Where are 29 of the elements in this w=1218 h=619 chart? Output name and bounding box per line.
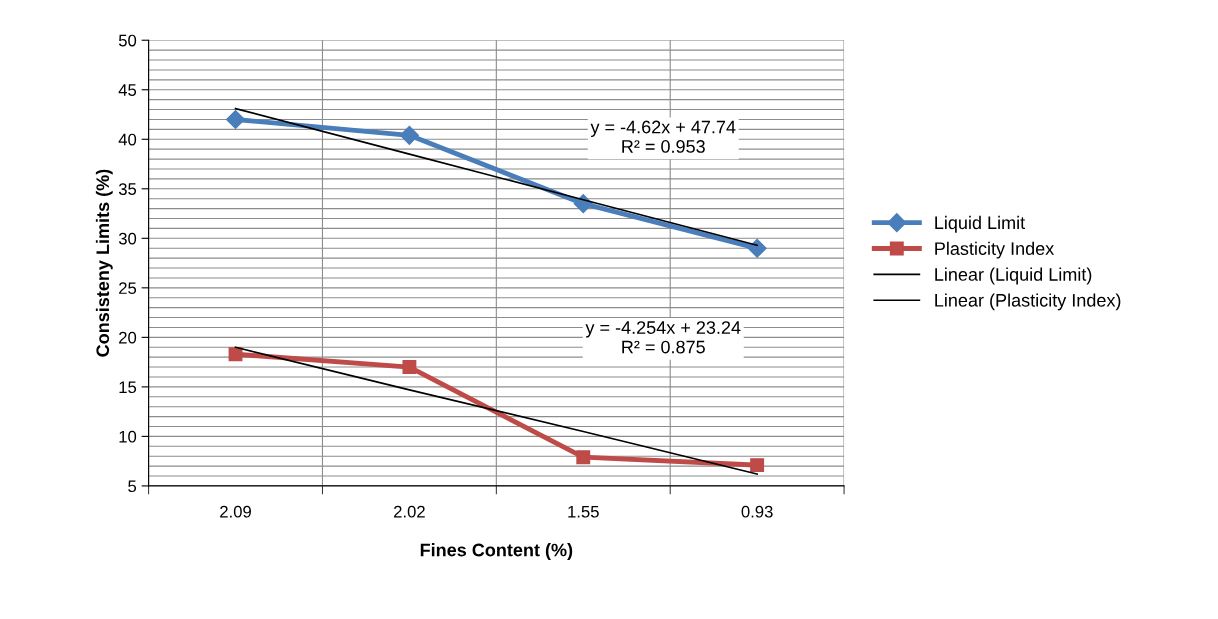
point xyxy=(576,450,591,465)
y-tick-label: 5 xyxy=(128,480,137,493)
y-tick-label: 35 xyxy=(118,183,137,195)
legend-label: Linear (Liquid Limit) xyxy=(935,267,1092,285)
y-tick-label: 40 xyxy=(118,133,137,146)
point xyxy=(225,109,246,130)
annotation: y = -4.62x + 47.74 R² = 0.953 xyxy=(590,120,736,153)
x-axis-title: Fines Content (%) xyxy=(420,543,573,560)
legend-label: Plasticity Index xyxy=(935,241,1055,259)
y-axis-title: Consisteny Limits (%) xyxy=(95,169,113,357)
point xyxy=(402,360,417,375)
legend-label: Linear (Plasticity Index) xyxy=(935,293,1121,311)
x-tick-label: 0.93 xyxy=(741,505,773,518)
y-tick-label: 50 xyxy=(118,34,137,47)
annotation: y = -4.254x + 23.24 R² = 0.875 xyxy=(585,321,741,354)
x-tick-label: 2.09 xyxy=(220,505,251,518)
y-tick-label: 30 xyxy=(118,232,137,245)
point xyxy=(747,238,767,258)
y-tick-label: 25 xyxy=(119,282,137,295)
x-tick-label: 2.02 xyxy=(394,505,425,518)
y-tick-label: 20 xyxy=(119,331,137,344)
y-tick-label: 15 xyxy=(119,381,137,394)
point xyxy=(750,458,765,473)
x-tick-label: 1.55 xyxy=(568,505,599,518)
y-tick-label: 10 xyxy=(119,430,137,443)
point xyxy=(399,125,419,145)
y-tick-label: 45 xyxy=(118,84,137,96)
legend-label: Liquid Limit xyxy=(935,215,1026,233)
point xyxy=(228,347,243,362)
